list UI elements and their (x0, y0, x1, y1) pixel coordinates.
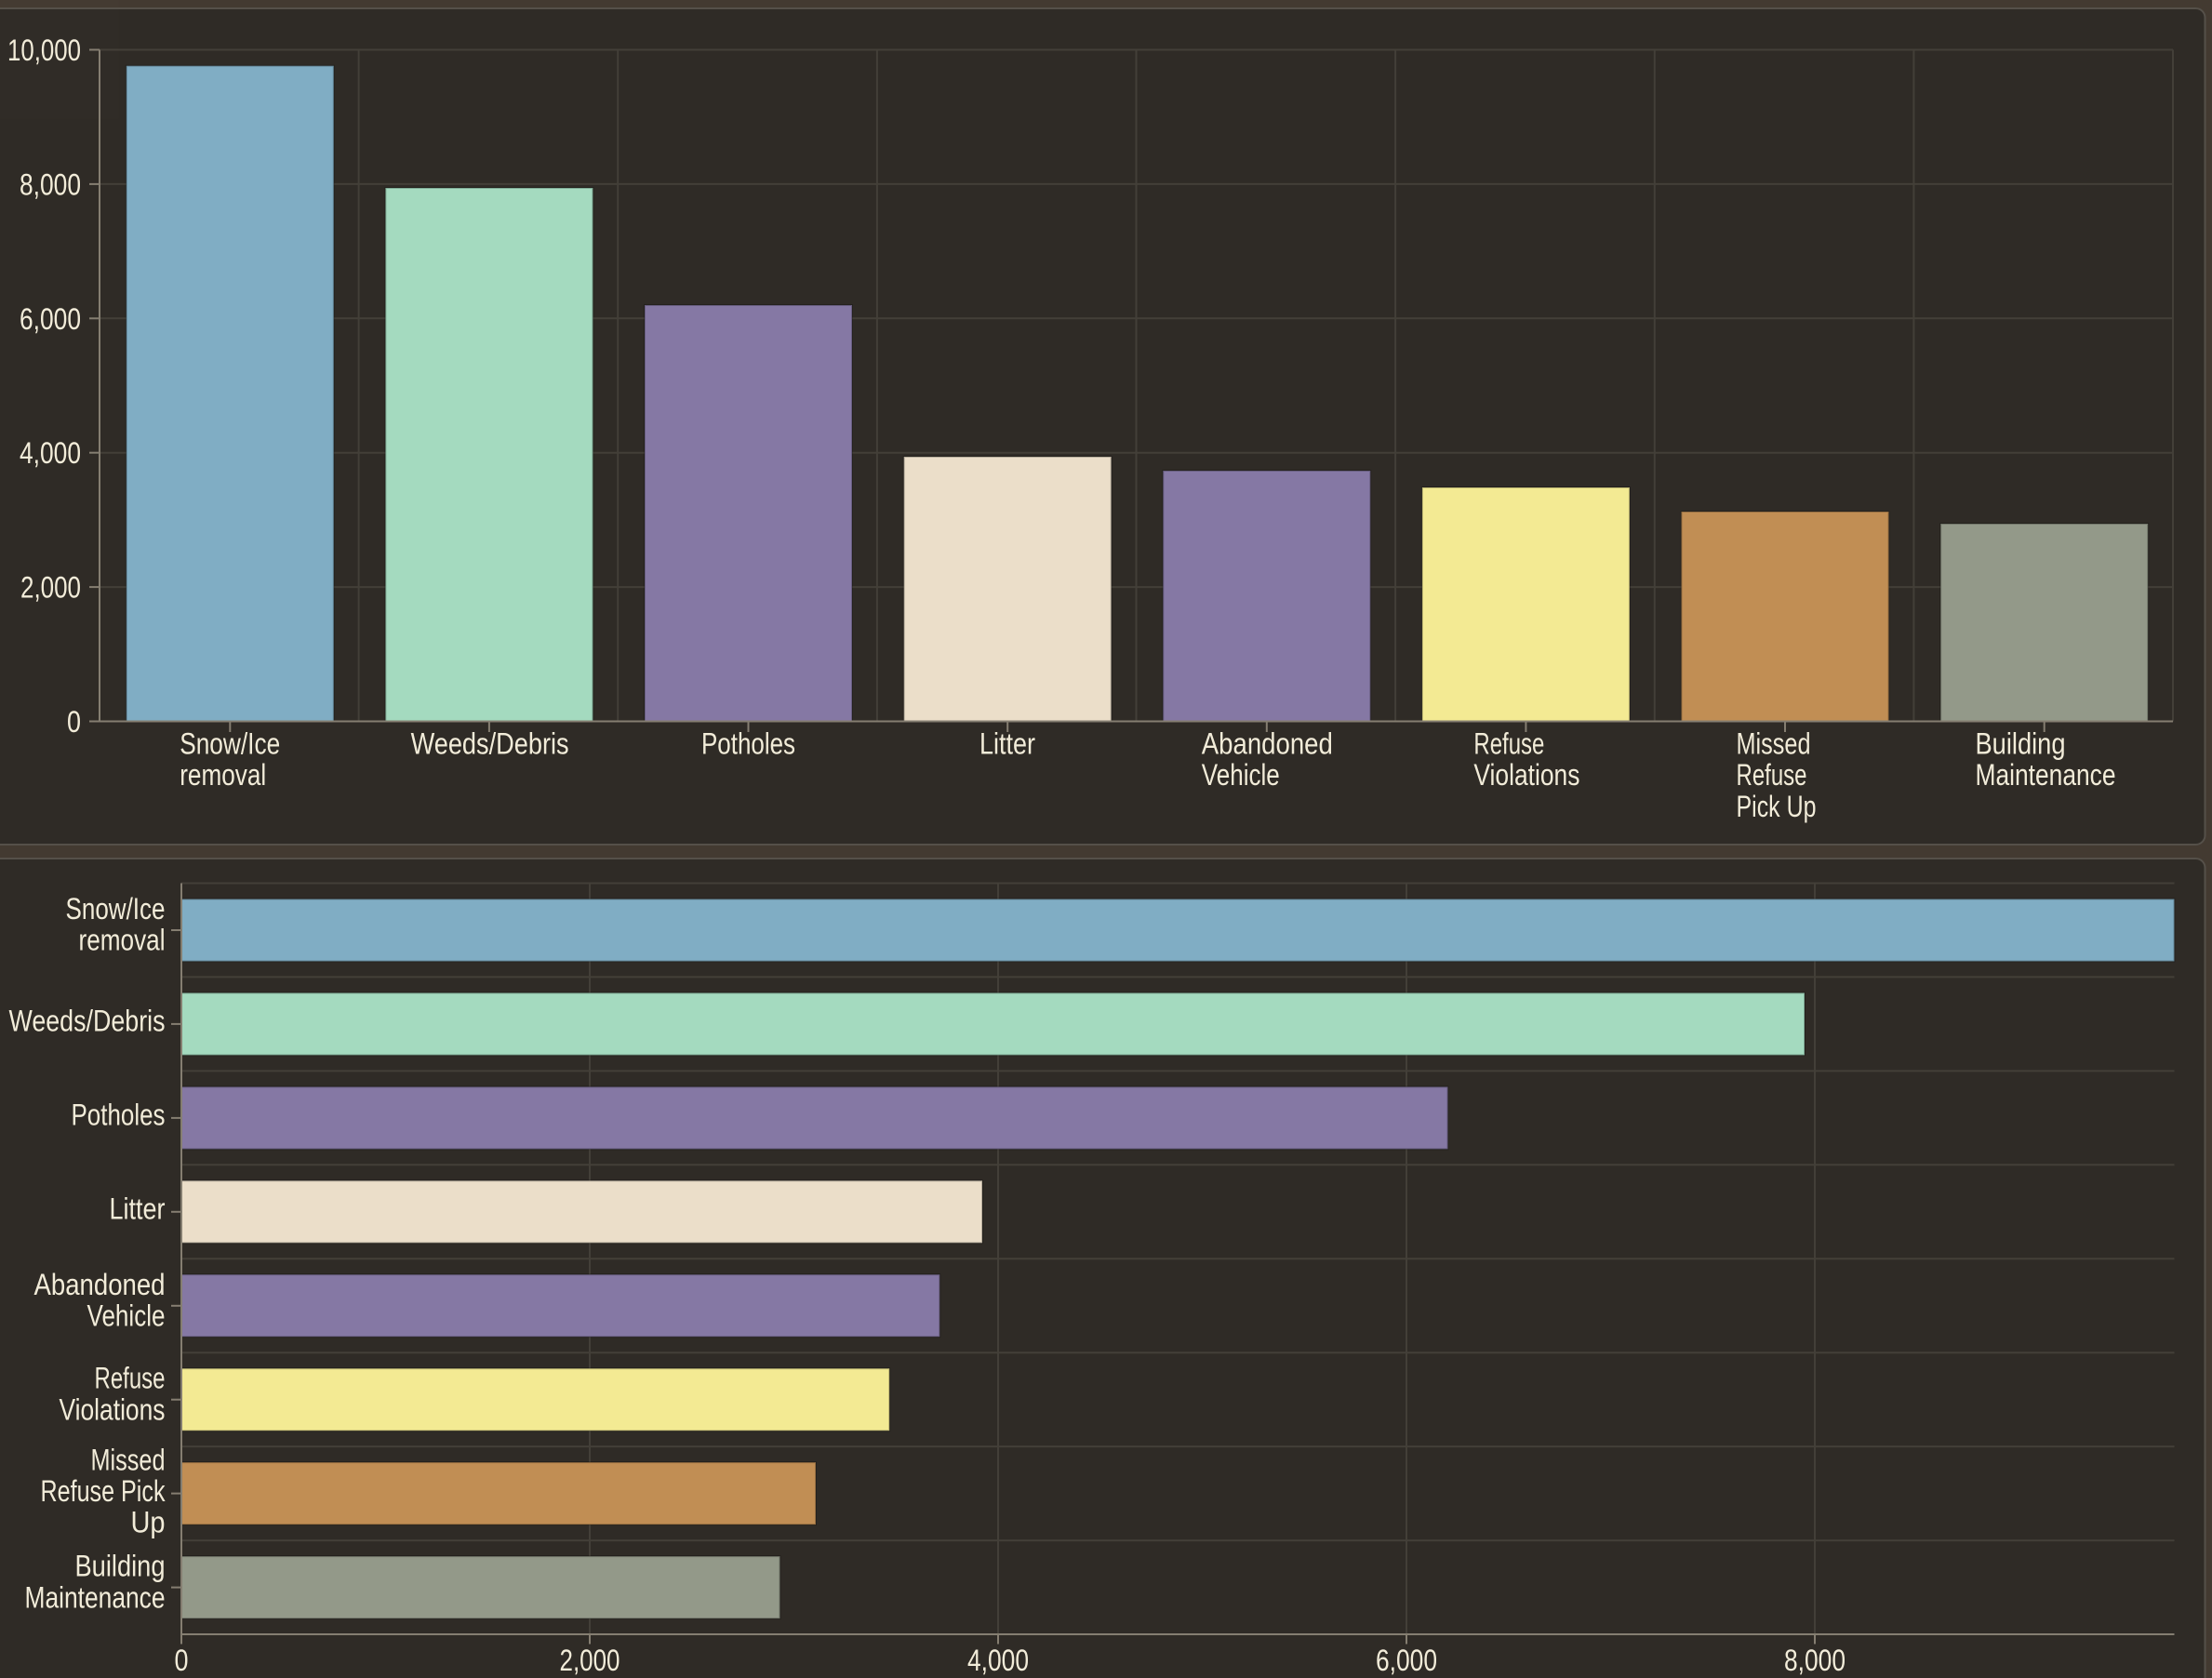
svg-text:Vehicle: Vehicle (87, 1299, 166, 1333)
svg-text:Pick Up: Pick Up (1737, 790, 1817, 823)
svg-text:Building: Building (1976, 727, 2066, 761)
svg-text:6,000: 6,000 (1376, 1644, 1437, 1677)
svg-text:Refuse: Refuse (95, 1362, 166, 1395)
svg-text:8,000: 8,000 (20, 167, 81, 201)
svg-text:Violations: Violations (60, 1392, 166, 1426)
svg-text:Maintenance: Maintenance (25, 1580, 166, 1614)
svg-text:Potholes: Potholes (72, 1098, 166, 1131)
svg-text:removal: removal (79, 924, 166, 957)
svg-text:removal: removal (180, 758, 266, 792)
svg-text:4,000: 4,000 (967, 1644, 1029, 1677)
svg-text:Litter: Litter (110, 1192, 166, 1225)
svg-text:Litter: Litter (979, 727, 1035, 761)
svg-text:Maintenance: Maintenance (1976, 758, 2116, 792)
svg-text:Building: Building (75, 1550, 166, 1583)
svg-text:2,000: 2,000 (560, 1644, 620, 1677)
svg-text:0: 0 (67, 705, 81, 739)
svg-text:Weeds/Debris: Weeds/Debris (9, 1004, 166, 1037)
svg-text:Potholes: Potholes (701, 727, 795, 761)
svg-text:Refuse: Refuse (1737, 758, 1807, 792)
svg-text:6,000: 6,000 (20, 302, 81, 336)
svg-text:Refuse Pick: Refuse Pick (41, 1474, 167, 1508)
svg-text:Weeds/Debris: Weeds/Debris (411, 727, 569, 761)
svg-text:Snow/Ice: Snow/Ice (180, 727, 280, 761)
svg-text:Missed: Missed (91, 1443, 166, 1476)
svg-text:8,000: 8,000 (1784, 1644, 1846, 1677)
svg-text:Abandoned: Abandoned (34, 1268, 166, 1301)
svg-text:10,000: 10,000 (7, 33, 81, 67)
svg-text:Missed: Missed (1737, 727, 1811, 761)
svg-text:Snow/Ice: Snow/Ice (66, 892, 166, 926)
svg-text:Refuse: Refuse (1473, 727, 1544, 761)
svg-text:4,000: 4,000 (20, 436, 81, 470)
svg-text:Vehicle: Vehicle (1202, 758, 1280, 792)
svg-text:2,000: 2,000 (20, 571, 81, 605)
svg-text:Abandoned: Abandoned (1202, 727, 1333, 761)
svg-text:Up: Up (131, 1506, 166, 1539)
svg-text:Violations: Violations (1473, 758, 1579, 792)
svg-text:0: 0 (175, 1644, 189, 1677)
